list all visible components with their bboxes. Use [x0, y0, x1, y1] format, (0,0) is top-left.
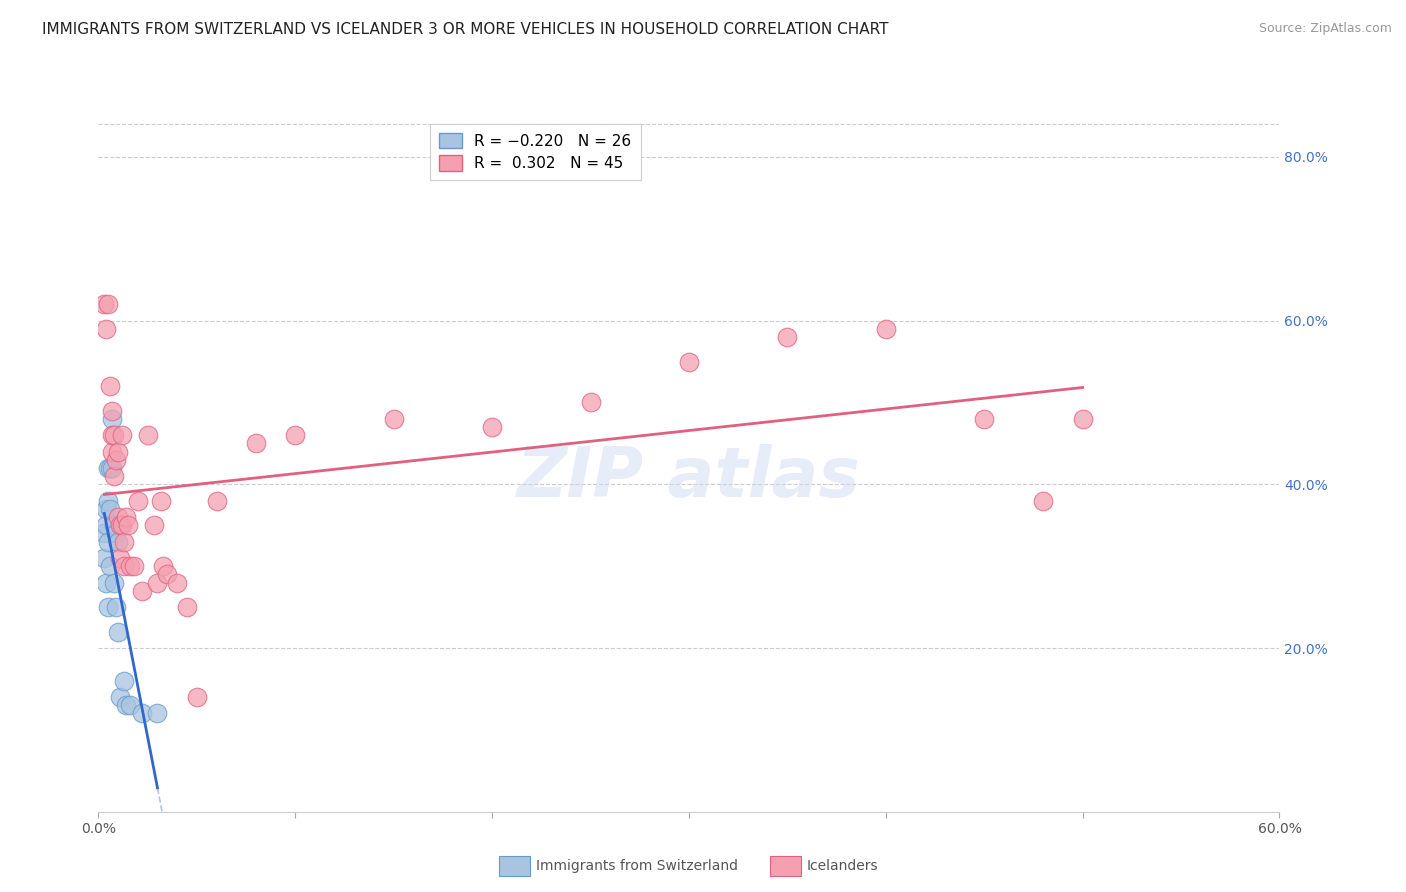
- Point: [481, 420, 503, 434]
- Point: [973, 412, 995, 426]
- Point: [142, 518, 165, 533]
- Point: [1032, 493, 1054, 508]
- Point: [108, 551, 131, 566]
- Point: [152, 559, 174, 574]
- Point: [97, 600, 120, 615]
- Point: [678, 354, 700, 368]
- Point: [146, 706, 169, 721]
- Point: [96, 575, 118, 590]
- Point: [105, 452, 128, 467]
- Point: [186, 690, 208, 705]
- Point: [122, 559, 145, 574]
- Point: [105, 526, 128, 541]
- Point: [118, 698, 141, 713]
- Point: [103, 428, 125, 442]
- Text: ZIP atlas: ZIP atlas: [517, 444, 860, 511]
- Point: [105, 600, 128, 615]
- Point: [98, 379, 121, 393]
- Point: [101, 444, 124, 458]
- Point: [579, 395, 602, 409]
- Point: [118, 559, 141, 574]
- Point: [93, 526, 115, 541]
- Point: [112, 673, 135, 688]
- Point: [98, 559, 121, 574]
- Point: [101, 428, 124, 442]
- Point: [101, 461, 124, 475]
- Text: Icelanders: Icelanders: [807, 859, 879, 873]
- Point: [96, 322, 118, 336]
- Point: [156, 567, 179, 582]
- Point: [107, 444, 129, 458]
- Point: [176, 600, 198, 615]
- Point: [98, 461, 121, 475]
- Point: [127, 493, 149, 508]
- Point: [284, 428, 307, 442]
- Point: [115, 510, 138, 524]
- Point: [103, 518, 125, 533]
- Point: [136, 428, 159, 442]
- Point: [93, 551, 115, 566]
- Point: [103, 575, 125, 590]
- Point: [96, 518, 118, 533]
- Point: [875, 322, 897, 336]
- Point: [101, 412, 124, 426]
- Point: [205, 493, 228, 508]
- Legend: R = −0.220   N = 26, R =  0.302   N = 45: R = −0.220 N = 26, R = 0.302 N = 45: [430, 124, 641, 180]
- Point: [131, 583, 153, 598]
- Point: [97, 461, 120, 475]
- Point: [97, 297, 120, 311]
- Point: [1071, 412, 1094, 426]
- Point: [107, 534, 129, 549]
- Point: [117, 518, 139, 533]
- Point: [103, 469, 125, 483]
- Text: Source: ZipAtlas.com: Source: ZipAtlas.com: [1258, 22, 1392, 36]
- Point: [382, 412, 405, 426]
- Point: [166, 575, 188, 590]
- Point: [93, 297, 115, 311]
- Point: [245, 436, 267, 450]
- Point: [108, 690, 131, 705]
- Text: IMMIGRANTS FROM SWITZERLAND VS ICELANDER 3 OR MORE VEHICLES IN HOUSEHOLD CORRELA: IMMIGRANTS FROM SWITZERLAND VS ICELANDER…: [42, 22, 889, 37]
- Point: [146, 575, 169, 590]
- Point: [115, 698, 138, 713]
- Point: [108, 518, 131, 533]
- Point: [112, 534, 135, 549]
- Point: [107, 510, 129, 524]
- Point: [101, 403, 124, 417]
- Point: [97, 493, 120, 508]
- Point: [98, 501, 121, 516]
- Point: [131, 706, 153, 721]
- Point: [111, 428, 134, 442]
- Point: [107, 624, 129, 639]
- Point: [776, 330, 799, 344]
- Point: [112, 559, 135, 574]
- Point: [97, 534, 120, 549]
- Point: [150, 493, 173, 508]
- Point: [96, 501, 118, 516]
- Point: [111, 518, 134, 533]
- Text: Immigrants from Switzerland: Immigrants from Switzerland: [536, 859, 738, 873]
